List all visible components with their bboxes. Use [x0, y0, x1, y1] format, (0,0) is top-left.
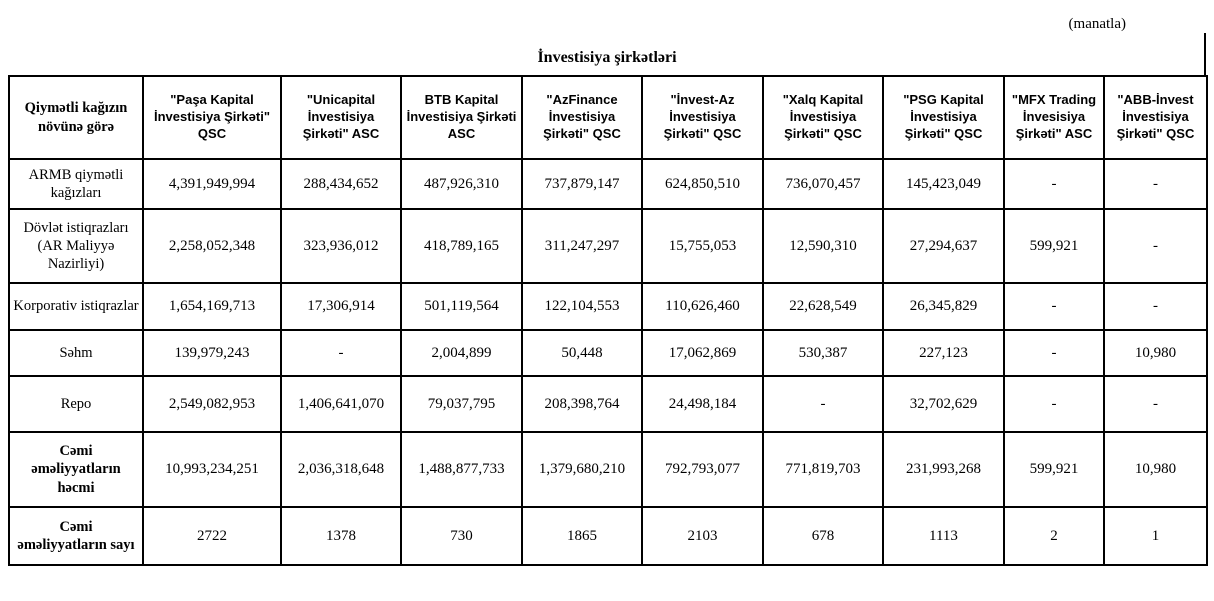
column-header-azfinance: "AzFinance İnvestisiya Şirkəti" QSC [521, 75, 643, 160]
data-cell: 737,879,147 [521, 158, 643, 210]
data-cell: 145,423,049 [882, 158, 1005, 210]
row-label: Cəmi əməliyyatların həcmi [8, 431, 144, 508]
table-title: İnvestisiya şirkətləri [537, 49, 677, 66]
data-cell: - [1103, 375, 1208, 433]
table-row-dovlet-istiqrazlari: Dövlət istiqrazları (AR Maliyyə Nazirliy… [8, 208, 1208, 284]
data-cell: 624,850,510 [641, 158, 764, 210]
data-cell: 110,626,460 [641, 282, 764, 331]
row-label: Repo [8, 375, 144, 433]
data-cell: 10,980 [1103, 431, 1208, 508]
table-row-repo: Repo 2,549,082,953 1,406,641,070 79,037,… [8, 375, 1208, 433]
data-cell: 231,993,268 [882, 431, 1005, 508]
data-cell: 1865 [521, 506, 643, 566]
data-cell: 17,062,869 [641, 329, 764, 377]
data-cell: 599,921 [1003, 208, 1105, 284]
column-header-abb-invest: "ABB-İnvest İnvestisiya Şirkəti" QSC [1103, 75, 1208, 160]
data-cell: - [1003, 282, 1105, 331]
row-header-title: Qiymətli kağızın növünə görə [8, 75, 144, 160]
data-cell: 27,294,637 [882, 208, 1005, 284]
data-cell: - [1003, 375, 1105, 433]
data-cell: 24,498,184 [641, 375, 764, 433]
data-cell: 22,628,549 [762, 282, 884, 331]
data-cell: 501,119,564 [400, 282, 523, 331]
header-row: Qiymətli kağızın növünə görə "Paşa Kapit… [8, 75, 1208, 160]
data-cell: 17,306,914 [280, 282, 402, 331]
data-cell: 26,345,829 [882, 282, 1005, 331]
column-header-xalq-kapital: "Xalq Kapital İnvestisiya Şirkəti" QSC [762, 75, 884, 160]
data-cell: - [1103, 282, 1208, 331]
data-cell: 2 [1003, 506, 1105, 566]
data-cell: 15,755,053 [641, 208, 764, 284]
table-row-sehm: Səhm 139,979,243 - 2,004,899 50,448 17,0… [8, 329, 1208, 377]
row-label: Dövlət istiqrazları (AR Maliyyə Nazirliy… [8, 208, 144, 284]
row-label: Korporativ istiqrazlar [8, 282, 144, 331]
data-cell: 79,037,795 [400, 375, 523, 433]
investment-companies-table: Qiymətli kağızın növünə görə "Paşa Kapit… [8, 75, 1208, 566]
column-header-invest-az: "İnvest-Az İnvestisiya Şirkəti" QSC [641, 75, 764, 160]
data-cell: - [1103, 208, 1208, 284]
column-header-btb-kapital: BTB Kapital İnvestisiya Şirkəti ASC [400, 75, 523, 160]
data-cell: 1378 [280, 506, 402, 566]
data-cell: 12,590,310 [762, 208, 884, 284]
data-cell: 2,036,318,648 [280, 431, 402, 508]
data-cell: 1,406,641,070 [280, 375, 402, 433]
unit-note: (manatla) [1068, 16, 1126, 32]
data-cell: 771,819,703 [762, 431, 884, 508]
data-cell: 323,936,012 [280, 208, 402, 284]
data-cell: 4,391,949,994 [142, 158, 282, 210]
data-cell: - [1003, 158, 1105, 210]
page-right-rule [1204, 33, 1206, 77]
data-cell: 50,448 [521, 329, 643, 377]
row-label: Səhm [8, 329, 144, 377]
data-cell: 227,123 [882, 329, 1005, 377]
data-cell: 288,434,652 [280, 158, 402, 210]
data-cell: 2,258,052,348 [142, 208, 282, 284]
data-cell: 730 [400, 506, 523, 566]
column-header-pasha-kapital: "Paşa Kapital İnvestisiya Şirkəti" QSC [142, 75, 282, 160]
table-row-total-count: Cəmi əməliyyatların sayı 2722 1378 730 1… [8, 506, 1208, 566]
data-cell: 1 [1103, 506, 1208, 566]
data-cell: 32,702,629 [882, 375, 1005, 433]
data-cell: 2,549,082,953 [142, 375, 282, 433]
row-label: Cəmi əməliyyatların sayı [8, 506, 144, 566]
data-cell: 1113 [882, 506, 1005, 566]
table-row-armb: ARMB qiymətli kağızları 4,391,949,994 28… [8, 158, 1208, 210]
data-cell: 10,993,234,251 [142, 431, 282, 508]
data-cell: - [1103, 158, 1208, 210]
data-cell: 2103 [641, 506, 764, 566]
data-cell: 208,398,764 [521, 375, 643, 433]
data-cell: 2,004,899 [400, 329, 523, 377]
column-header-unicapital: "Unicapital İnvestisiya Şirkəti" ASC [280, 75, 402, 160]
data-cell: 678 [762, 506, 884, 566]
column-header-mfx-trading: "MFX Trading İnvesisiya Şirkəti" ASC [1003, 75, 1105, 160]
data-cell: 487,926,310 [400, 158, 523, 210]
column-header-psg-kapital: "PSG Kapital İnvestisiya Şirkəti" QSC [882, 75, 1005, 160]
data-cell: 736,070,457 [762, 158, 884, 210]
data-cell: 122,104,553 [521, 282, 643, 331]
data-cell: 2722 [142, 506, 282, 566]
data-cell: 792,793,077 [641, 431, 764, 508]
data-cell: - [280, 329, 402, 377]
data-cell: - [1003, 329, 1105, 377]
table-row-total-volume: Cəmi əməliyyatların həcmi 10,993,234,251… [8, 431, 1208, 508]
data-cell: 1,488,877,733 [400, 431, 523, 508]
data-cell: 1,654,169,713 [142, 282, 282, 331]
data-cell: 599,921 [1003, 431, 1105, 508]
data-cell: - [762, 375, 884, 433]
data-cell: 139,979,243 [142, 329, 282, 377]
data-cell: 311,247,297 [521, 208, 643, 284]
data-cell: 1,379,680,210 [521, 431, 643, 508]
row-label: ARMB qiymətli kağızları [8, 158, 144, 210]
data-cell: 10,980 [1103, 329, 1208, 377]
data-cell: 530,387 [762, 329, 884, 377]
data-cell: 418,789,165 [400, 208, 523, 284]
table-row-korporativ-istiqrazlar: Korporativ istiqrazlar 1,654,169,713 17,… [8, 282, 1208, 331]
